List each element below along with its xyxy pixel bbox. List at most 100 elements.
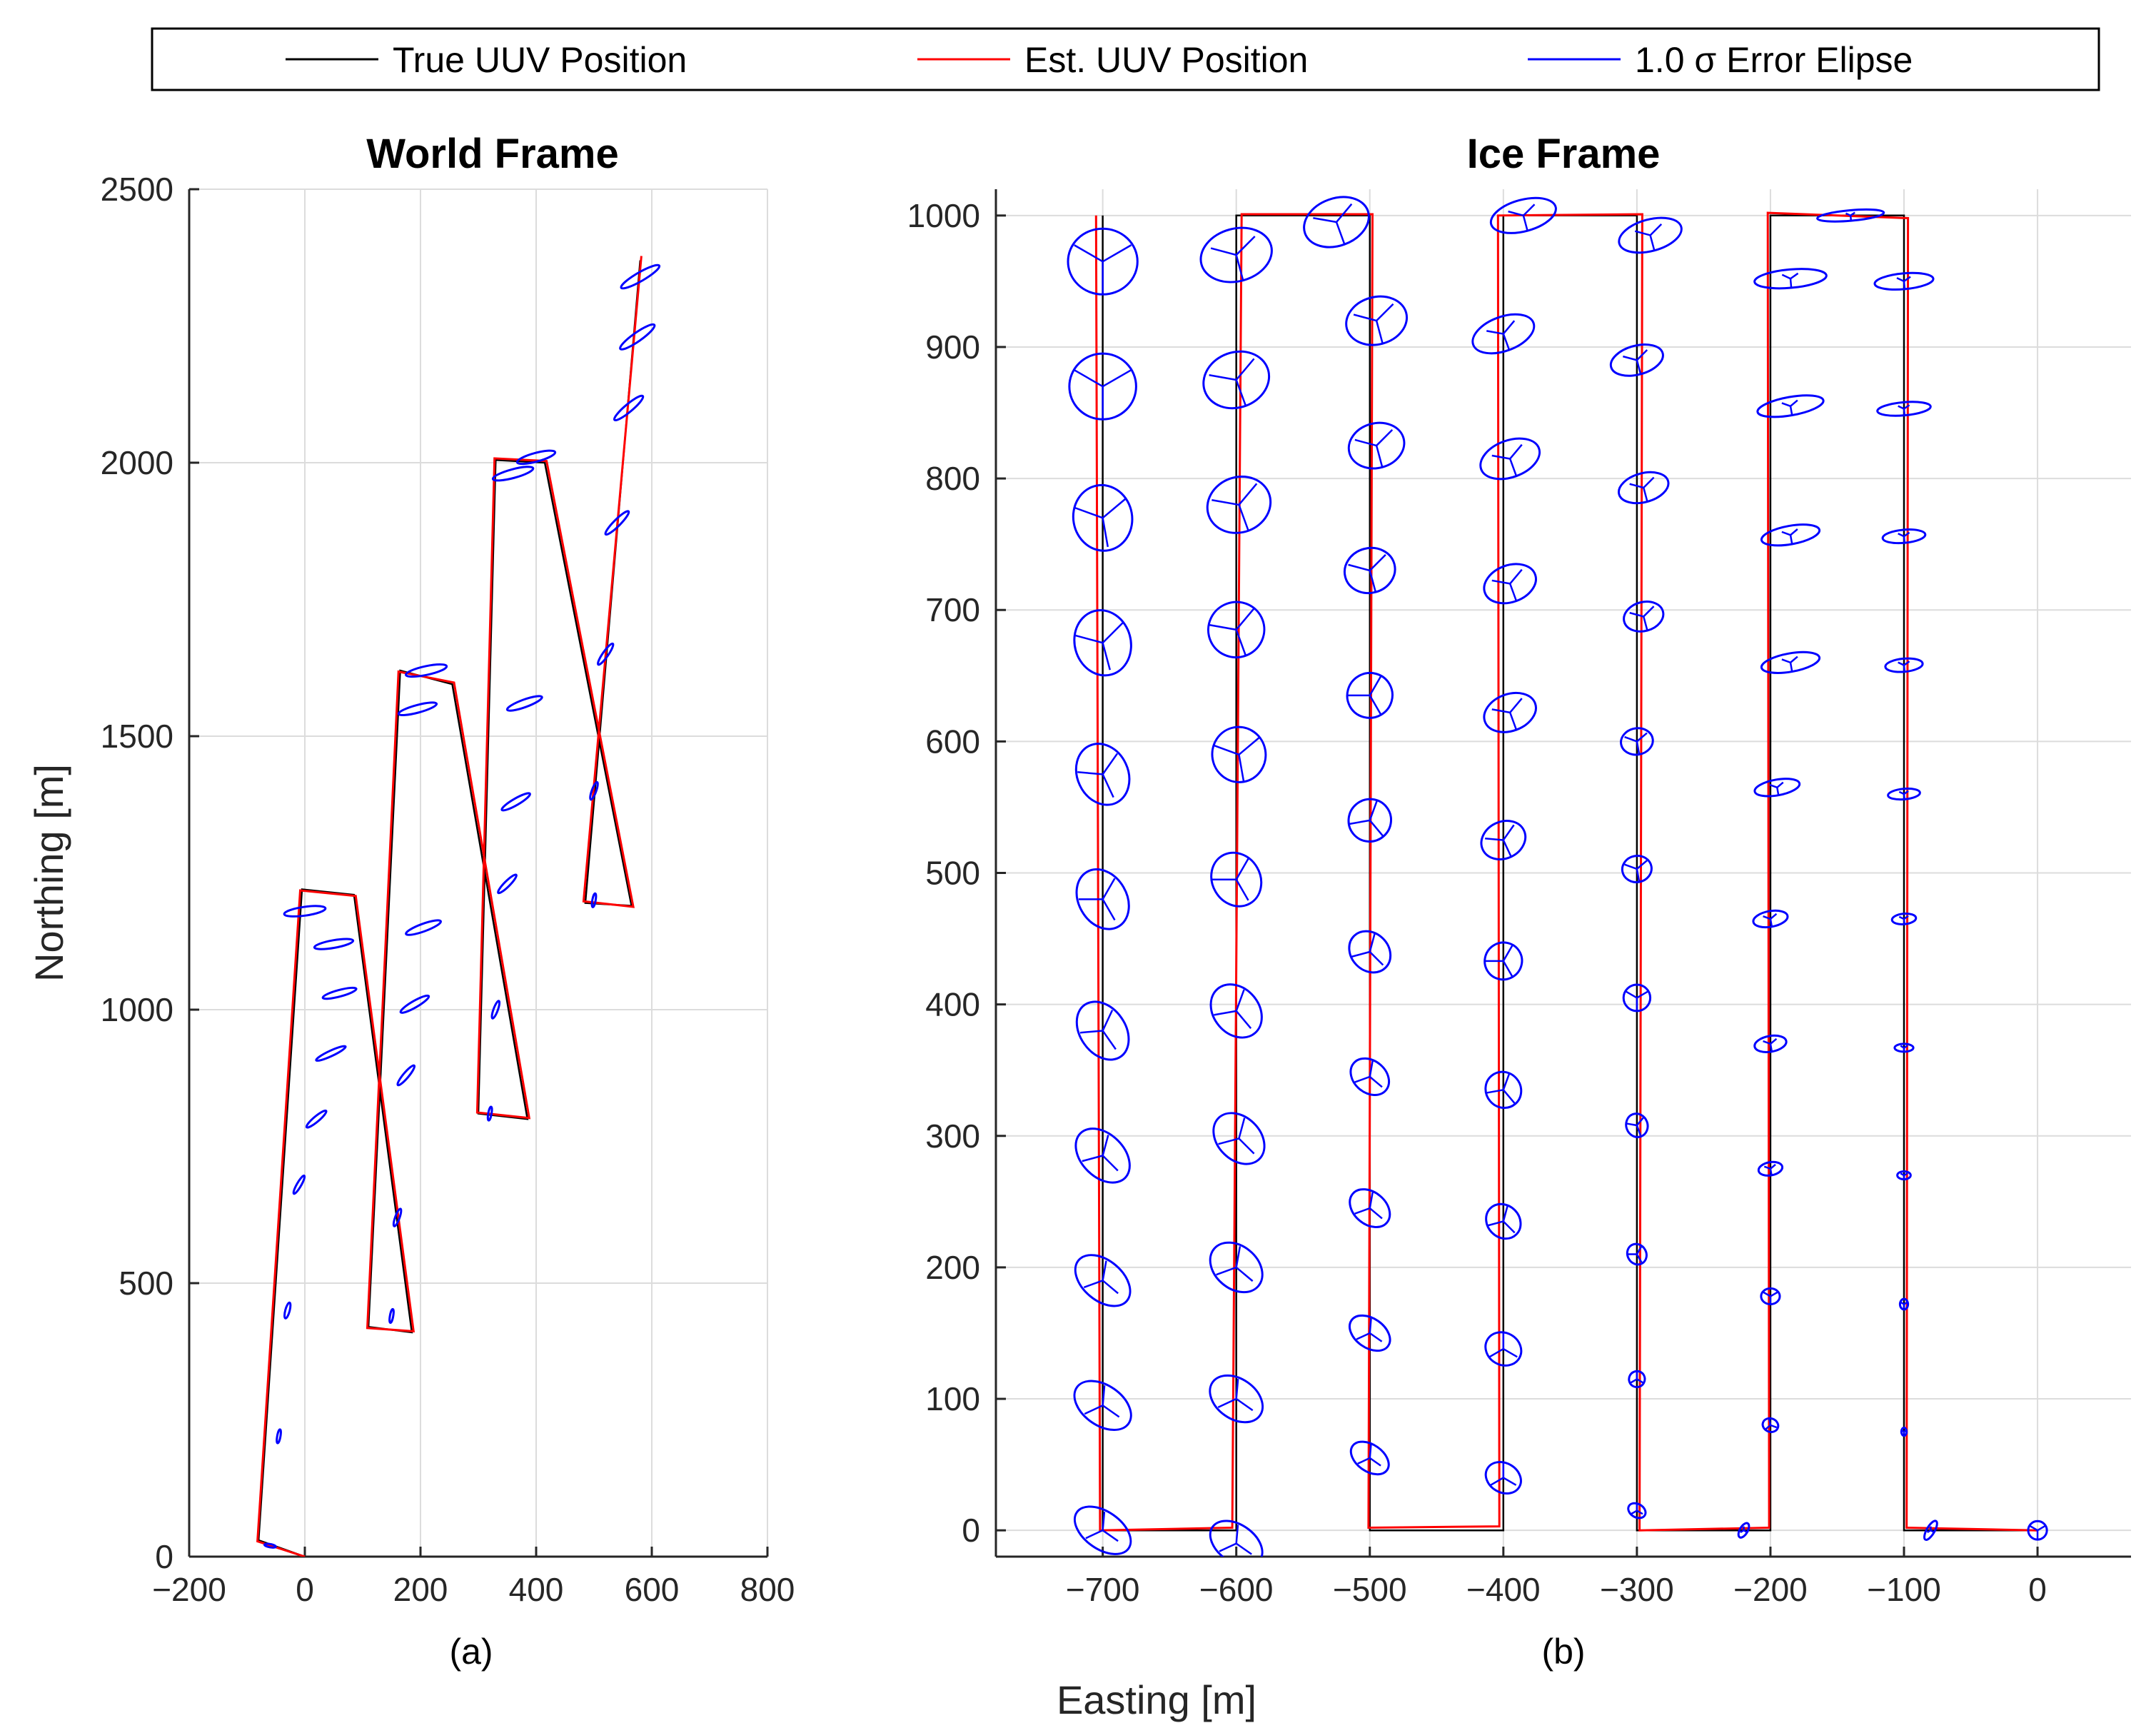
ellipse-axis-24-a <box>1636 1510 1643 1515</box>
ellipse-axis-13-a <box>1743 1529 1748 1534</box>
ellipse-axis-69-a <box>1102 1405 1120 1418</box>
error-ellipse-18 <box>497 873 518 895</box>
ellipse-axis-74-b <box>1102 753 1119 775</box>
y-tick-label-4: 400 <box>925 986 980 1023</box>
error-ellipse-74 <box>1074 743 1131 806</box>
ellipse-axis-30-b <box>1636 732 1648 743</box>
ellipse-axis-68-b <box>1102 1511 1106 1531</box>
ellipse-axis-1-c <box>1927 1529 1932 1534</box>
error-ellipse-68 <box>1073 1505 1132 1555</box>
ellipse-axis-49-b <box>1369 1060 1374 1078</box>
ellipse-axis-75-a <box>1102 642 1112 670</box>
ellipse-axis-42-a <box>1509 583 1518 602</box>
ellipse-axis-47-a <box>1369 1332 1383 1342</box>
y-tick-label-2: 1000 <box>101 991 173 1028</box>
x-tick-label-2: −500 <box>1333 1571 1407 1608</box>
error-ellipse-12 <box>1816 208 1885 223</box>
ellipse-axis-41-b <box>1509 698 1523 713</box>
ellipse-axis-20-b <box>1790 655 1798 663</box>
error-ellipse-26 <box>604 510 630 536</box>
y-tick-label-2: 200 <box>925 1249 980 1286</box>
error-ellipse-6 <box>321 986 358 1000</box>
error-ellipse-50 <box>1348 930 1392 974</box>
error-ellipse-72 <box>1075 1000 1130 1061</box>
error-ellipse-73 <box>1075 868 1130 930</box>
ellipse-axis-28-c <box>1625 990 1638 999</box>
ellipse-axis-7-a <box>1903 793 1905 800</box>
ellipse-axis-36-c <box>1488 1347 1504 1358</box>
ellipse-axis-61-c <box>1214 1010 1236 1016</box>
ellipse-axis-38-c <box>1486 1089 1504 1094</box>
ellipse-axis-27-c <box>1626 1122 1638 1127</box>
ellipse-axis-40-a <box>1502 839 1512 858</box>
ellipse-axis-73-a <box>1102 898 1116 921</box>
ellipse-axis-74-a <box>1102 773 1114 798</box>
error-ellipse-36 <box>1484 1331 1523 1367</box>
ellipse-axis-5-c <box>1900 1045 1905 1049</box>
ellipse-axis-48-a <box>1369 1207 1383 1220</box>
ellipse-axis-32-a <box>1643 487 1648 502</box>
ellipse-axis-6-b <box>1903 915 1909 920</box>
ellipse-axis-58-c <box>1217 1397 1237 1409</box>
ellipse-axis-33-a <box>1636 360 1642 375</box>
ellipse-axis-19-c <box>1769 783 1778 788</box>
ellipse-axis-53-a <box>1369 570 1377 593</box>
y-tick-label-3: 1500 <box>101 718 173 755</box>
ellipse-axis-46-c <box>1357 1457 1371 1465</box>
ellipse-axis-5-b <box>1903 1045 1908 1049</box>
ellipse-axis-59-c <box>1216 1266 1237 1276</box>
ellipse-axis-20-c <box>1781 658 1791 664</box>
error-ellipse-3 <box>1898 1297 1910 1311</box>
ellipse-axis-55-b <box>1376 303 1394 322</box>
ellipse-axis-29-c <box>1624 863 1638 870</box>
ellipse-axis-64-b <box>1235 608 1255 631</box>
ellipse-axis-70-c <box>1083 1280 1104 1289</box>
ellipse-axis-27-a <box>1636 1125 1642 1136</box>
ellipse-axis-17-a <box>1769 1043 1773 1052</box>
ellipse-axis-34-b <box>1649 223 1663 236</box>
chart-title: Ice Frame <box>1467 131 1661 177</box>
ellipse-axis-15-b <box>1770 1291 1778 1297</box>
ellipse-axis-57-a <box>1235 1542 1252 1555</box>
ellipse-axis-74-c <box>1077 771 1103 775</box>
ellipse-axis-53-c <box>1348 563 1371 572</box>
error-ellipse-39 <box>1483 941 1523 981</box>
ellipse-axis-53-b <box>1369 553 1386 571</box>
ellipse-axis-50-a <box>1369 951 1384 966</box>
panel-label: (b) <box>1541 1632 1585 1672</box>
ellipse-axis-41-c <box>1491 708 1511 714</box>
ellipse-axis-44-c <box>1486 330 1504 335</box>
ellipse-axis-28-b <box>1636 990 1649 999</box>
error-ellipse-20 <box>505 695 543 712</box>
ellipse-axis-19-a <box>1776 787 1780 795</box>
ellipse-axis-30-c <box>1624 735 1638 743</box>
legend: True UUV Position Est. UUV Position 1.0 σ … <box>151 27 2100 91</box>
panel-ice-frame: −700 −600 −500 −400 −300 −200 −100 0 0 100 200 300 4… <box>907 131 2131 1672</box>
x-tick-label-1: −600 <box>1199 1571 1274 1608</box>
error-ellipse-2 <box>283 1301 292 1320</box>
ellipse-axis-43-b <box>1509 443 1523 460</box>
ellipse-axis-50-c <box>1351 950 1371 958</box>
ellipse-axis-77-b <box>1102 369 1132 388</box>
ellipse-axis-39-a <box>1502 960 1513 978</box>
x-tick-label-3: 400 <box>509 1571 564 1608</box>
ellipse-axis-25-c <box>1629 1378 1638 1385</box>
error-ellipse-49 <box>1349 1057 1391 1096</box>
series-estimated-line <box>1094 211 2038 1532</box>
error-ellipse-14 <box>397 701 438 717</box>
error-ellipse-61 <box>1209 983 1263 1039</box>
ellipse-axis-7-c <box>1898 790 1905 795</box>
ellipse-axis-22-b <box>1790 399 1798 407</box>
ellipse-axis-45-b <box>1522 204 1536 216</box>
error-ellipse-58 <box>1209 1374 1264 1424</box>
error-ellipse-23 <box>590 892 598 908</box>
x-tick-label-1: 0 <box>296 1571 314 1608</box>
ellipse-axis-11-b <box>1903 276 1911 282</box>
error-ellipse-71 <box>1074 1127 1131 1184</box>
ellipse-axis-17-c <box>1763 1040 1771 1045</box>
ellipse-axis-40-c <box>1485 837 1503 841</box>
ellipse-axis-18-c <box>1763 915 1771 920</box>
error-ellipse-37 <box>1485 1202 1522 1240</box>
x-tick-label-0: −200 <box>152 1571 226 1608</box>
ellipse-axis-61-b <box>1235 989 1245 1012</box>
